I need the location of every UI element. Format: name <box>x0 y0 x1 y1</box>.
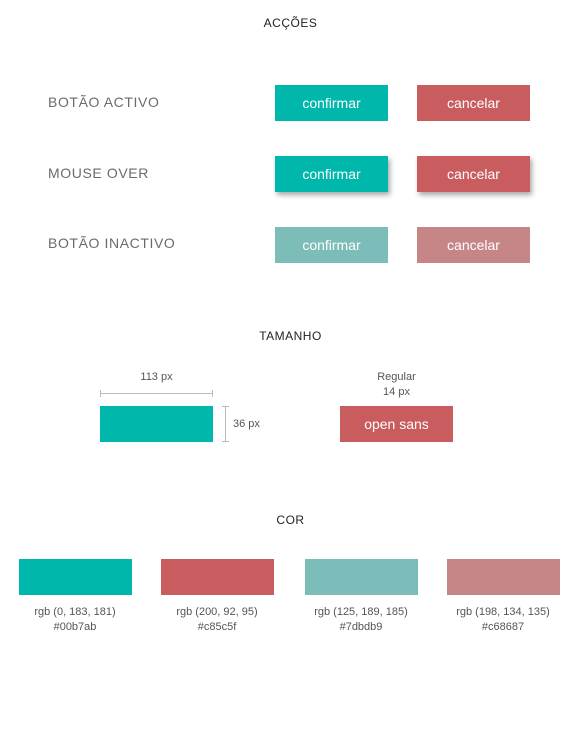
height-dimension-label: 36 px <box>233 418 260 430</box>
cancel-button-active[interactable]: cancelar <box>417 85 530 121</box>
width-dimension-label: 113 px <box>140 371 173 383</box>
color-hex-red-inactive: #c68687 <box>481 621 525 633</box>
color-rgb-teal-inactive: rgb (125, 189, 185) <box>314 606 408 618</box>
confirm-button-inactive[interactable]: confirmar <box>275 227 388 263</box>
color-swatch-red <box>161 559 274 595</box>
cancel-button-inactive[interactable]: cancelar <box>417 227 530 263</box>
color-caption-teal: rgb (0, 183, 181) #00b7ab <box>5 605 145 635</box>
color-hex-teal-inactive: #7dbdb9 <box>339 621 383 633</box>
width-dimension-tick-right <box>212 390 213 397</box>
color-swatch-teal <box>19 559 132 595</box>
color-rgb-teal: rgb (0, 183, 181) <box>34 606 116 618</box>
color-hex-red: #c85c5f <box>197 621 237 633</box>
color-caption-red: rgb (200, 92, 95) #c85c5f <box>147 605 287 635</box>
height-dimension-tick-top <box>222 406 229 407</box>
font-weight-label: Regular <box>377 371 416 383</box>
row-label-mouse-over: MOUSE OVER <box>48 165 149 181</box>
confirm-button-hover[interactable]: confirmar <box>275 156 388 192</box>
color-hex-teal: #00b7ab <box>53 621 97 633</box>
confirm-button-active[interactable]: confirmar <box>275 85 388 121</box>
cancel-button-hover[interactable]: cancelar <box>417 156 530 192</box>
row-label-inactive: BOTÃO INACTIVO <box>48 235 176 251</box>
color-swatch-red-inactive <box>447 559 560 595</box>
font-sample-button[interactable]: open sans <box>340 406 453 442</box>
color-swatch-teal-inactive <box>305 559 418 595</box>
size-section-title: TAMANHO <box>259 329 322 343</box>
width-dimension-line <box>100 393 213 394</box>
height-dimension-tick-bottom <box>222 441 229 442</box>
row-label-active: BOTÃO ACTIVO <box>48 94 160 110</box>
actions-section-title: ACÇÕES <box>263 16 318 30</box>
color-caption-teal-inactive: rgb (125, 189, 185) #7dbdb9 <box>291 605 431 635</box>
color-section-title: COR <box>276 513 305 527</box>
width-dimension-tick-left <box>100 390 101 397</box>
font-size-label: 14 px <box>383 386 410 398</box>
size-sample-box <box>100 406 213 442</box>
color-rgb-red-inactive: rgb (198, 134, 135) <box>456 606 550 618</box>
color-caption-red-inactive: rgb (198, 134, 135) #c68687 <box>433 605 573 635</box>
color-rgb-red: rgb (200, 92, 95) <box>176 606 258 618</box>
height-dimension-line <box>225 406 226 442</box>
